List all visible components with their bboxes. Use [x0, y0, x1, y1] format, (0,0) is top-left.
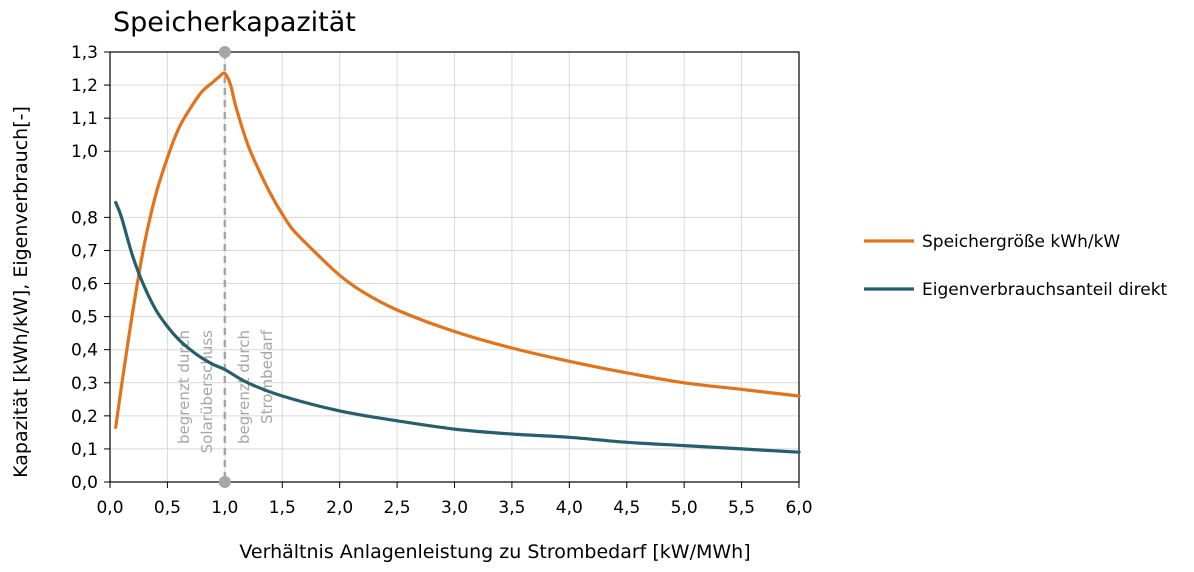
x-tick-label: 3,5 [498, 498, 525, 518]
y-tick-label: 1,1 [71, 109, 98, 129]
y-axis-label: Kapazität [kWh/kW], Eigenverbrauch[-] [10, 106, 32, 478]
y-tick-label: 1,0 [71, 142, 98, 162]
x-axis-ticks: 0,0 0,5 1,0 1,5 2,0 2,5 3,0 3,5 4,0 4,5 5,0 5,5 6,0 [96, 482, 813, 518]
y-tick-label: 0,5 [71, 308, 98, 328]
x-tick-label: 6,0 [785, 498, 812, 518]
x-tick-label: 4,5 [613, 498, 640, 518]
x-tick-label: 0,0 [96, 498, 123, 518]
legend-label-1: Eigenverbrauchsanteil direkt [922, 280, 1168, 300]
annotations: begrenzt durch Solarüberschuss begrenzt du… [175, 329, 276, 453]
y-tick-label: 0,8 [71, 208, 98, 228]
x-tick-label: 1,0 [211, 498, 238, 518]
marker-bottom-dot [218, 476, 231, 488]
annotation-text: begrenzt durch [175, 330, 193, 444]
annotation-text: Strombedarf [258, 329, 276, 424]
series-group [114, 71, 801, 454]
y-tick-label: 0,1 [71, 440, 98, 460]
x-axis-label: Verhältnis Anlagenleistung zu Strombedar… [239, 541, 750, 563]
legend-label-0: Speichergröße kWh/kW [922, 232, 1120, 252]
y-tick-label: 0,2 [71, 407, 98, 427]
y-tick-label: 1,3 [71, 43, 98, 63]
x-tick-label: 1,5 [269, 498, 296, 518]
x-tick-label: 2,0 [326, 498, 353, 518]
x-tick-label: 2,5 [384, 498, 411, 518]
x-tick-label: 5,5 [728, 498, 755, 518]
legend: Speichergröße kWh/kW Eigenverbrauchsantei… [864, 232, 1168, 300]
marker-top-dot [218, 46, 231, 58]
x-tick-label: 5,0 [671, 498, 698, 518]
y-tick-label: 0,3 [71, 374, 98, 394]
y-tick-label: 1,2 [71, 76, 98, 96]
chart-title: Speicherkapazität [113, 7, 356, 38]
annotation-text: begrenzt durch [235, 330, 253, 444]
series-line-1 [114, 200, 801, 454]
x-tick-label: 4,0 [556, 498, 583, 518]
y-tick-label: 0,6 [71, 275, 98, 295]
y-tick-label: 0,4 [71, 341, 98, 361]
y-tick-label: 0,0 [71, 473, 98, 493]
y-tick-label: 0,7 [71, 241, 98, 261]
x-tick-label: 0,5 [154, 498, 181, 518]
annotation-text: Solarüberschuss [198, 330, 216, 454]
x-tick-label: 3,0 [441, 498, 468, 518]
marker-line [218, 46, 231, 488]
series-line-0 [114, 71, 801, 429]
y-axis-ticks: 0,0 0,1 0,2 0,3 0,4 0,5 0,6 0,7 0,8 1,0 1,1 1,2 1,3 [71, 43, 110, 493]
